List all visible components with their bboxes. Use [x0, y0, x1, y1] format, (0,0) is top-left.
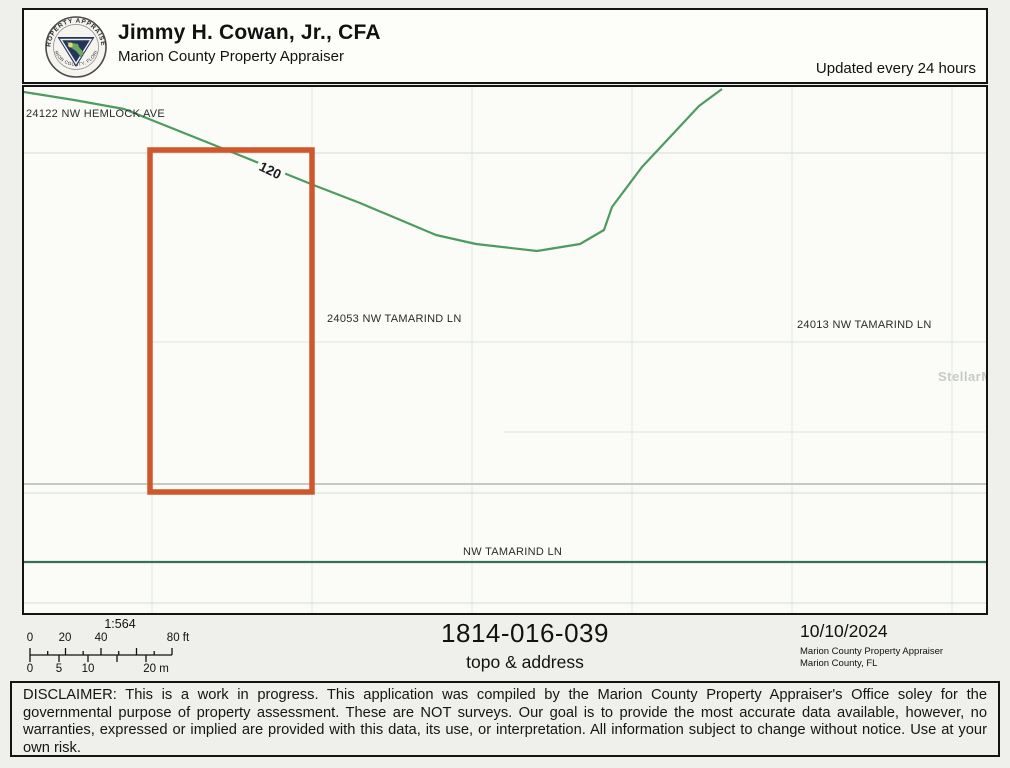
map-scale-bar: 1:564 0 20 40 80 ft 0 5 10 20 m [22, 617, 232, 679]
address-label-parcel-east: 24013 NW TAMARIND LN [797, 319, 932, 331]
scale-ft-80: 80 ft [166, 632, 190, 644]
parcel-map-canvas: 24122 NW HEMLOCK AVE 120 24053 NW TAMARI… [22, 85, 988, 615]
scale-bar-ticks [29, 648, 173, 662]
contour-line-120 [24, 88, 723, 253]
road-name-label: NW TAMARIND LN [463, 546, 563, 558]
map-drawing [24, 87, 986, 613]
map-identity: 1814-016-039 topo & address [375, 618, 675, 673]
scale-m-5: 5 [55, 663, 63, 675]
scale-ft-40: 40 [94, 632, 108, 644]
parcel-boundary [147, 147, 315, 495]
generation-date: 10/10/2024 [800, 621, 888, 641]
generation-location: Marion County, FL [800, 658, 878, 669]
generation-info: 10/10/2024 Marion County Property Apprai… [800, 621, 943, 669]
generation-office: Marion County Property Appraiser [800, 646, 944, 657]
scale-m-0: 0 [26, 663, 34, 675]
grid-horizontal-lines [24, 152, 986, 604]
scale-m-10: 10 [81, 663, 95, 675]
parcel-id: 1814-016-039 [441, 618, 609, 648]
address-label-hemlock: 24122 NW HEMLOCK AVE [26, 108, 166, 120]
scale-ft-20: 20 [58, 632, 72, 644]
scale-ft-0: 0 [26, 632, 34, 644]
scale-ratio: 1:564 [104, 617, 136, 631]
appraiser-name-title: Jimmy H. Cowan, Jr., CFA [118, 21, 381, 44]
disclaimer-text: DISCLAIMER: This is a work in progress. … [10, 681, 1000, 757]
address-label-parcel-center: 24053 NW TAMARIND LN [327, 313, 462, 325]
scale-m-20: 20 m [143, 663, 169, 675]
map-type-label: topo & address [466, 652, 584, 672]
stellar-mls-watermark: StellarMLS [938, 369, 986, 384]
office-subtitle: Marion County Property Appraiser [118, 48, 344, 65]
updated-note: Updated every 24 hours [815, 60, 976, 77]
